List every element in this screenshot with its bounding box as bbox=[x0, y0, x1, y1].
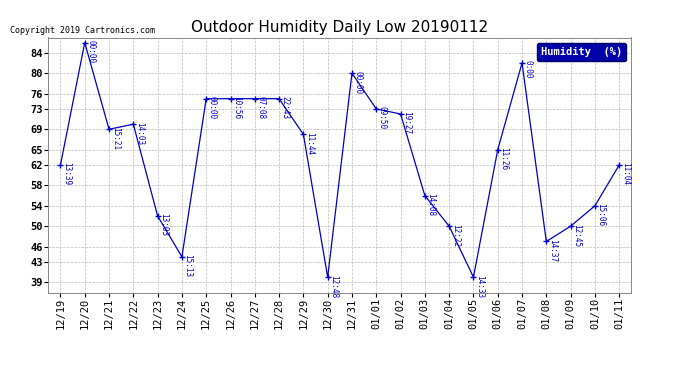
Text: 14:08: 14:08 bbox=[426, 193, 435, 216]
Legend: Humidity  (%): Humidity (%) bbox=[537, 43, 626, 61]
Text: 00:00: 00:00 bbox=[86, 40, 95, 63]
Text: 15:21: 15:21 bbox=[110, 127, 120, 150]
Text: 11:26: 11:26 bbox=[500, 147, 509, 170]
Text: 15:13: 15:13 bbox=[184, 254, 193, 278]
Text: 19:27: 19:27 bbox=[402, 111, 411, 135]
Text: 00:00: 00:00 bbox=[208, 96, 217, 119]
Text: 12:22: 12:22 bbox=[451, 224, 460, 247]
Text: 14:03: 14:03 bbox=[135, 122, 144, 145]
Text: 11:44: 11:44 bbox=[305, 132, 314, 155]
Text: 13:03: 13:03 bbox=[159, 213, 168, 237]
Title: Outdoor Humidity Daily Low 20190112: Outdoor Humidity Daily Low 20190112 bbox=[191, 20, 489, 35]
Text: 10:56: 10:56 bbox=[233, 96, 241, 119]
Text: 12:48: 12:48 bbox=[329, 274, 338, 298]
Text: 13:39: 13:39 bbox=[62, 162, 71, 186]
Text: 09:50: 09:50 bbox=[378, 106, 387, 129]
Text: 15:06: 15:06 bbox=[597, 203, 606, 226]
Text: 00:00: 00:00 bbox=[354, 70, 363, 94]
Text: Copyright 2019 Cartronics.com: Copyright 2019 Cartronics.com bbox=[10, 26, 155, 35]
Text: 14:33: 14:33 bbox=[475, 274, 484, 298]
Text: 07:08: 07:08 bbox=[257, 96, 266, 119]
Text: 11:04: 11:04 bbox=[621, 162, 630, 186]
Text: 12:45: 12:45 bbox=[572, 224, 581, 247]
Text: 22:43: 22:43 bbox=[281, 96, 290, 119]
Text: 0:00: 0:00 bbox=[524, 60, 533, 79]
Text: 14:37: 14:37 bbox=[548, 239, 557, 262]
